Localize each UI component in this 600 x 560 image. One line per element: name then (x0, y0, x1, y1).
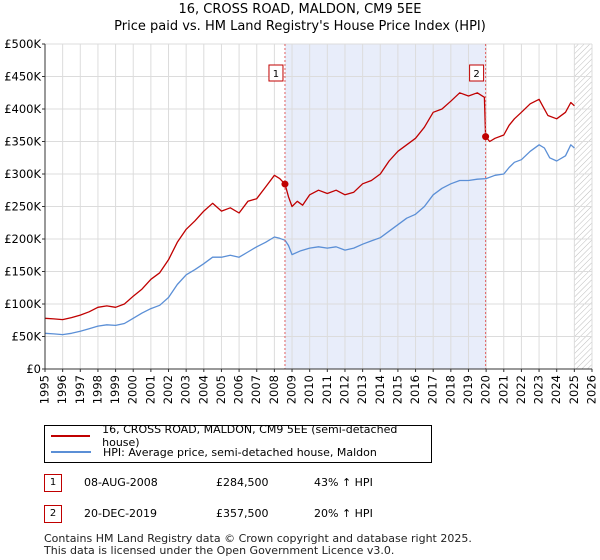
y-tick-label: £400K (4, 102, 41, 116)
x-tick-label: 2019 (461, 375, 475, 404)
x-tick-label: 1999 (108, 375, 122, 404)
y-tick-label: £350K (4, 135, 41, 149)
x-tick-label: 2012 (337, 375, 351, 404)
chart-subtitle: Price paid vs. HM Land Registry's House … (114, 19, 486, 34)
x-tick-label: 1998 (90, 375, 104, 404)
sale-marker-label-1: 1 (273, 69, 279, 80)
footer-licence: This data is licensed under the Open Gov… (44, 544, 395, 557)
sale-marker-label-2: 2 (473, 69, 479, 80)
x-tick-label: 2008 (267, 375, 281, 404)
x-tick-label: 1997 (73, 375, 87, 404)
x-tick-label: 2001 (143, 375, 157, 404)
y-tick-label: £150K (4, 265, 41, 279)
legend-swatch-property (51, 435, 91, 437)
x-tick-label: 2017 (426, 375, 440, 404)
y-tick-label: £500K (4, 37, 41, 51)
x-tick-label: 2026 (585, 375, 599, 404)
x-tick-label: 2004 (196, 375, 210, 404)
y-tick-label: £100K (4, 297, 41, 311)
sale-price: £284,500 (216, 476, 269, 489)
y-tick-label: £0 (26, 362, 41, 376)
series-line-property (44, 92, 575, 321)
chart-title: 16, CROSS ROAD, MALDON, CM9 5EE (178, 2, 422, 17)
x-tick-label: 2000 (126, 375, 140, 404)
x-tick-label: 2014 (373, 375, 387, 404)
y-tick-label: £250K (4, 200, 41, 214)
y-tick-label: £200K (4, 232, 41, 246)
legend-label-property: 16, CROSS ROAD, MALDON, CM9 5EE (semi-de… (102, 423, 398, 449)
x-tick-label: 2018 (443, 375, 457, 404)
chart-legend: 16, CROSS ROAD, MALDON, CM9 5EE (semi-de… (44, 423, 432, 463)
x-tick-label: 2002 (161, 375, 175, 404)
x-tick-label: 2013 (355, 375, 369, 404)
x-tick-label: 2005 (214, 375, 228, 404)
sale-hpi-change: 43% ↑ HPI (314, 476, 373, 489)
sale-date: 08-AUG-2008 (84, 476, 158, 489)
x-tick-label: 2020 (479, 375, 493, 404)
sale-badge: 2 (44, 505, 62, 523)
legend-item-property: 16, CROSS ROAD, MALDON, CM9 5EE (semi-de… (51, 423, 431, 449)
footer-copyright: Contains HM Land Registry data © Crown c… (44, 532, 472, 545)
legend-label-hpi: HPI: Average price, semi-detached house,… (103, 445, 377, 459)
series-line-hpi (44, 144, 575, 336)
x-tick-label: 2006 (232, 375, 246, 404)
x-tick-label: 2015 (390, 375, 404, 404)
x-tick-label: 1996 (55, 375, 69, 404)
x-tick-label: 2007 (249, 375, 263, 404)
sale-marker-box-1 (268, 64, 284, 82)
x-tick-label: 2022 (514, 375, 528, 404)
y-tick-label: £50K (12, 330, 42, 344)
y-tick-label: £450K (4, 70, 41, 84)
sale-date: 20-DEC-2019 (84, 507, 158, 520)
x-tick-label: 2003 (179, 375, 193, 404)
sale-point-2 (482, 133, 490, 141)
x-tick-label: 1995 (38, 375, 52, 404)
y-tick-label: £300K (4, 167, 41, 181)
x-tick-label: 2016 (408, 375, 422, 404)
x-tick-label: 2011 (320, 375, 334, 404)
x-tick-label: 2010 (302, 375, 316, 404)
sale-point-1 (281, 180, 289, 188)
x-tick-label: 2023 (532, 375, 546, 404)
sale-price: £357,500 (216, 507, 269, 520)
x-tick-label: 2021 (496, 375, 510, 404)
legend-swatch-hpi (51, 451, 91, 453)
sale-badge: 1 (44, 474, 62, 492)
x-tick-label: 2025 (567, 375, 581, 404)
legend-item-hpi: HPI: Average price, semi-detached house,… (51, 444, 377, 460)
sale-hpi-change: 20% ↑ HPI (314, 507, 373, 520)
x-tick-label: 2024 (549, 375, 563, 404)
x-tick-label: 2009 (285, 375, 299, 404)
price-chart: 1 2 £0 £50K £100K £150K £200K £250K £300K £350K £… (4, 37, 599, 404)
sale-marker-box-2 (469, 64, 485, 82)
